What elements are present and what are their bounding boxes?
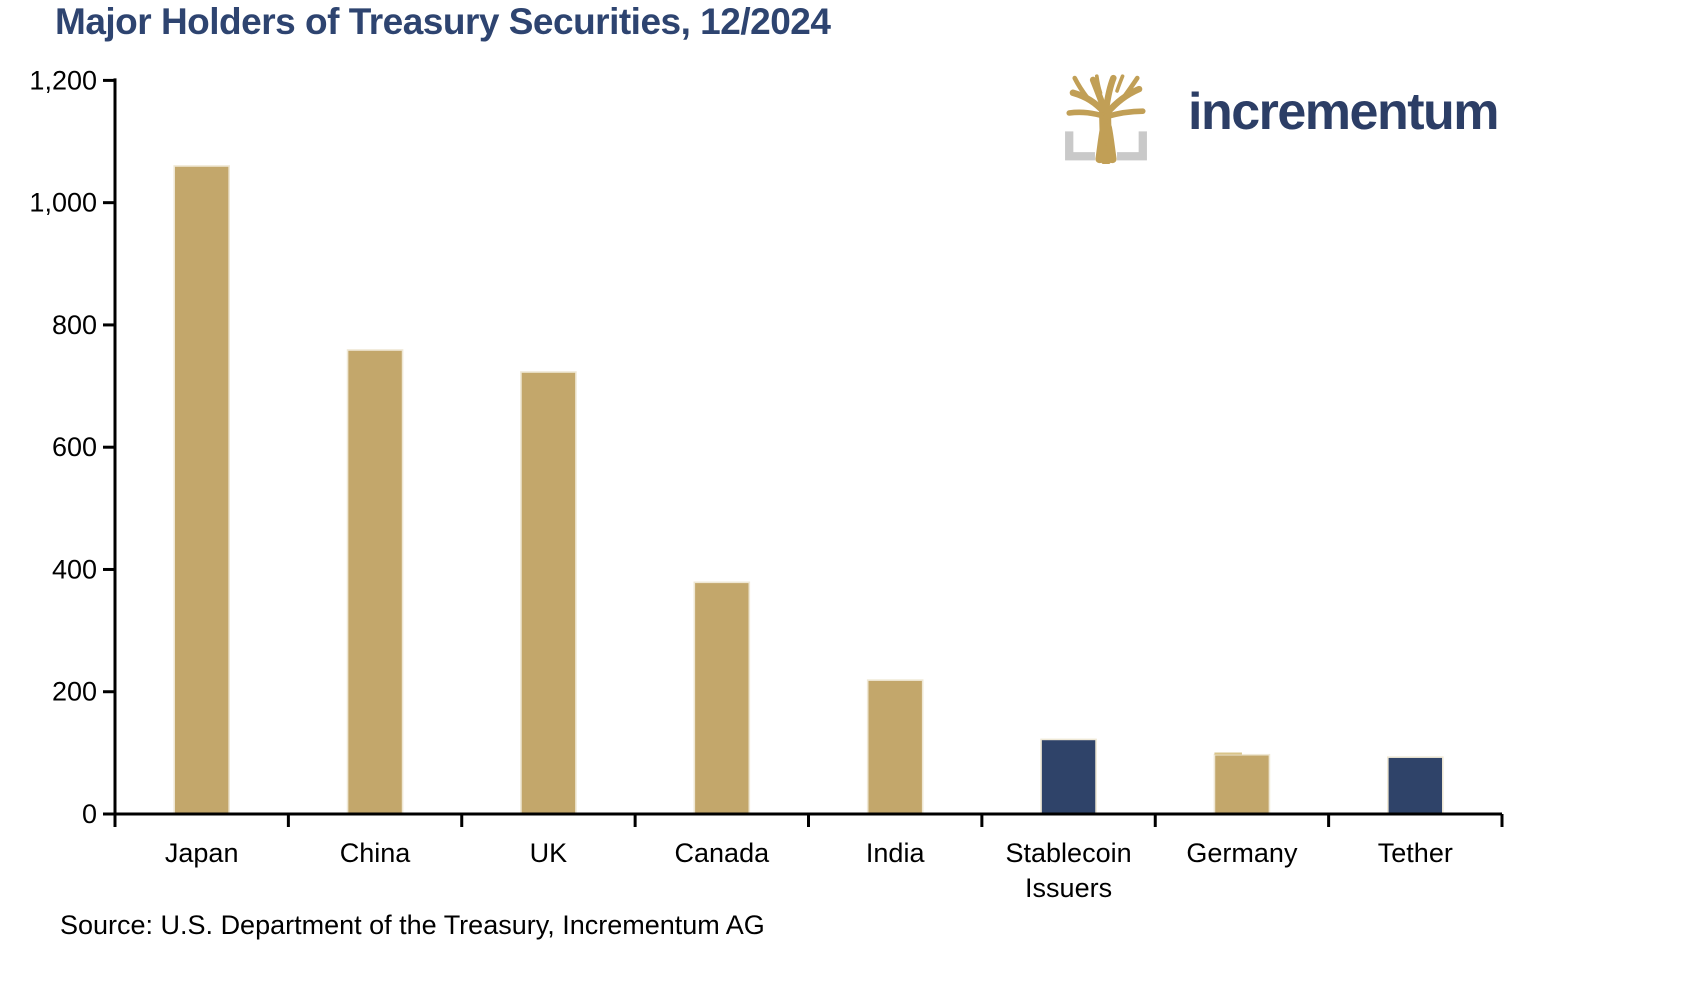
x-label-stablecoin-issuers: Stablecoin bbox=[1006, 838, 1132, 868]
bracket-right bbox=[1117, 131, 1147, 161]
x-label-uk: UK bbox=[530, 838, 568, 868]
bar-canada bbox=[693, 581, 751, 815]
incrementum-logo: incrementum bbox=[1060, 74, 1500, 164]
y-tick-labels: 0 200 400 600 800 1,000 1,200 bbox=[29, 65, 97, 829]
x-label-germany: Germany bbox=[1186, 838, 1298, 868]
y-tick-label: 600 bbox=[52, 432, 97, 462]
bar-india bbox=[866, 679, 924, 815]
x-label-india: India bbox=[866, 838, 926, 868]
bar-germany bbox=[1213, 753, 1271, 815]
logo-wordmark: incrementum bbox=[1188, 83, 1500, 141]
x-label-canada: Canada bbox=[675, 838, 771, 868]
axes-group bbox=[113, 78, 1502, 827]
bar-germany-cap bbox=[1214, 752, 1242, 755]
y-tick-label: 200 bbox=[52, 677, 97, 707]
x-category-labels: Japan China UK Canada India Stablecoin Issuers… bbox=[165, 838, 1453, 903]
tree-branches bbox=[1066, 74, 1146, 164]
y-tick-label: 1,200 bbox=[29, 65, 97, 95]
bar-tether bbox=[1387, 756, 1444, 815]
tree-icon bbox=[1065, 74, 1147, 164]
source-note: Source: U.S. Department of the Treasury,… bbox=[60, 910, 765, 940]
bar-stablecoin-issuers bbox=[1040, 738, 1097, 815]
bars-group bbox=[173, 165, 1444, 815]
y-tick-label: 1,000 bbox=[29, 188, 97, 218]
y-tick-label: 400 bbox=[52, 554, 97, 584]
x-label-stablecoin-issuers: Issuers bbox=[1025, 873, 1112, 903]
y-tick-label: 800 bbox=[52, 310, 97, 340]
bar-japan bbox=[173, 165, 230, 815]
y-tick-label: 0 bbox=[82, 799, 97, 829]
chart-title: Major Holders of Treasury Securities, 12… bbox=[55, 1, 831, 42]
bar-china bbox=[346, 349, 404, 815]
x-label-japan: Japan bbox=[165, 838, 239, 868]
x-label-tether: Tether bbox=[1378, 838, 1453, 868]
axis-ticks bbox=[103, 78, 1504, 827]
x-label-china: China bbox=[340, 838, 412, 868]
bar-uk bbox=[520, 371, 577, 815]
bracket-left bbox=[1065, 131, 1095, 161]
